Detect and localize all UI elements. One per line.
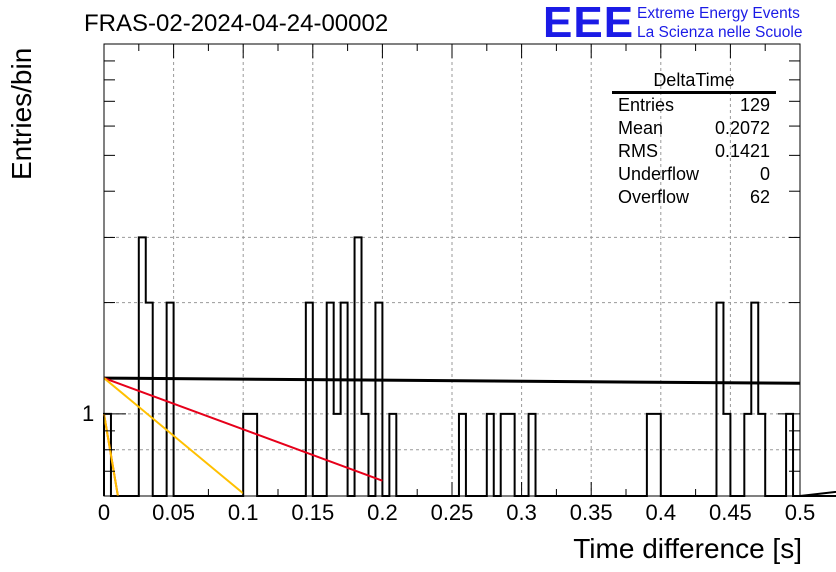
fit-curve [103,376,801,385]
histogram-outline [103,236,836,497]
stats-label: Mean [618,118,664,138]
grid-lines [104,44,800,496]
stats-label: Entries [618,95,675,115]
x-tick-label: 0.3 [506,500,537,525]
y-axis-label: Entries/bin [6,47,37,180]
stats-title: DeltaTime [612,70,776,94]
logo-line-1: Extreme Energy Events [637,5,800,22]
y-tick-label: 1 [82,400,95,426]
stats-value: 0.2072 [714,118,770,138]
eee-logo-icon: EEE [543,0,635,47]
stats-row: Entries 129 [612,94,776,117]
stats-value: 129 [739,95,770,115]
plot-frame [103,43,801,497]
stats-box: DeltaTime Entries 129 Mean 0.2072 RMS 0.142… [612,70,776,209]
stats-value: 62 [749,187,770,207]
stats-row: Overflow 62 [612,186,776,209]
x-tick-label: 0.45 [708,500,752,525]
stats-row: RMS 0.1421 [612,140,776,163]
logo-line-2: La Scienza nelle Scuole [637,24,803,41]
fit-curve [103,377,244,495]
x-tick-label: 0.05 [152,500,196,525]
stats-label: Overflow [618,187,690,207]
x-tick-label: 0.35 [569,500,613,525]
page-title: FRAS-02-2024-04-24-00002 [84,10,389,37]
x-tick-label: 0.4 [645,500,677,525]
x-axis-label: Time difference [s] [573,533,802,564]
stats-label: Underflow [618,164,700,184]
x-tick-label: 0.25 [430,500,474,525]
stats-value: 0 [759,164,770,184]
x-tick-label: 0 [97,500,111,525]
x-tick-label: 0.15 [291,500,335,525]
fit-curves [103,376,801,497]
stats-row: Underflow 0 [612,163,776,186]
stats-row: Mean 0.2072 [612,117,776,140]
x-tick-label: 0.5 [784,500,816,525]
x-tick-label: 0.1 [227,500,259,525]
stats-label: RMS [618,141,658,161]
stats-value: 0.1421 [714,141,770,161]
logo-caption: Extreme Energy Events La Scienza nelle S… [637,4,802,42]
fit-curve [103,377,383,482]
histogram-bars [103,236,836,497]
axes-frame [103,43,801,497]
x-tick-label: 0.2 [367,500,398,525]
fit-curve [103,413,119,497]
